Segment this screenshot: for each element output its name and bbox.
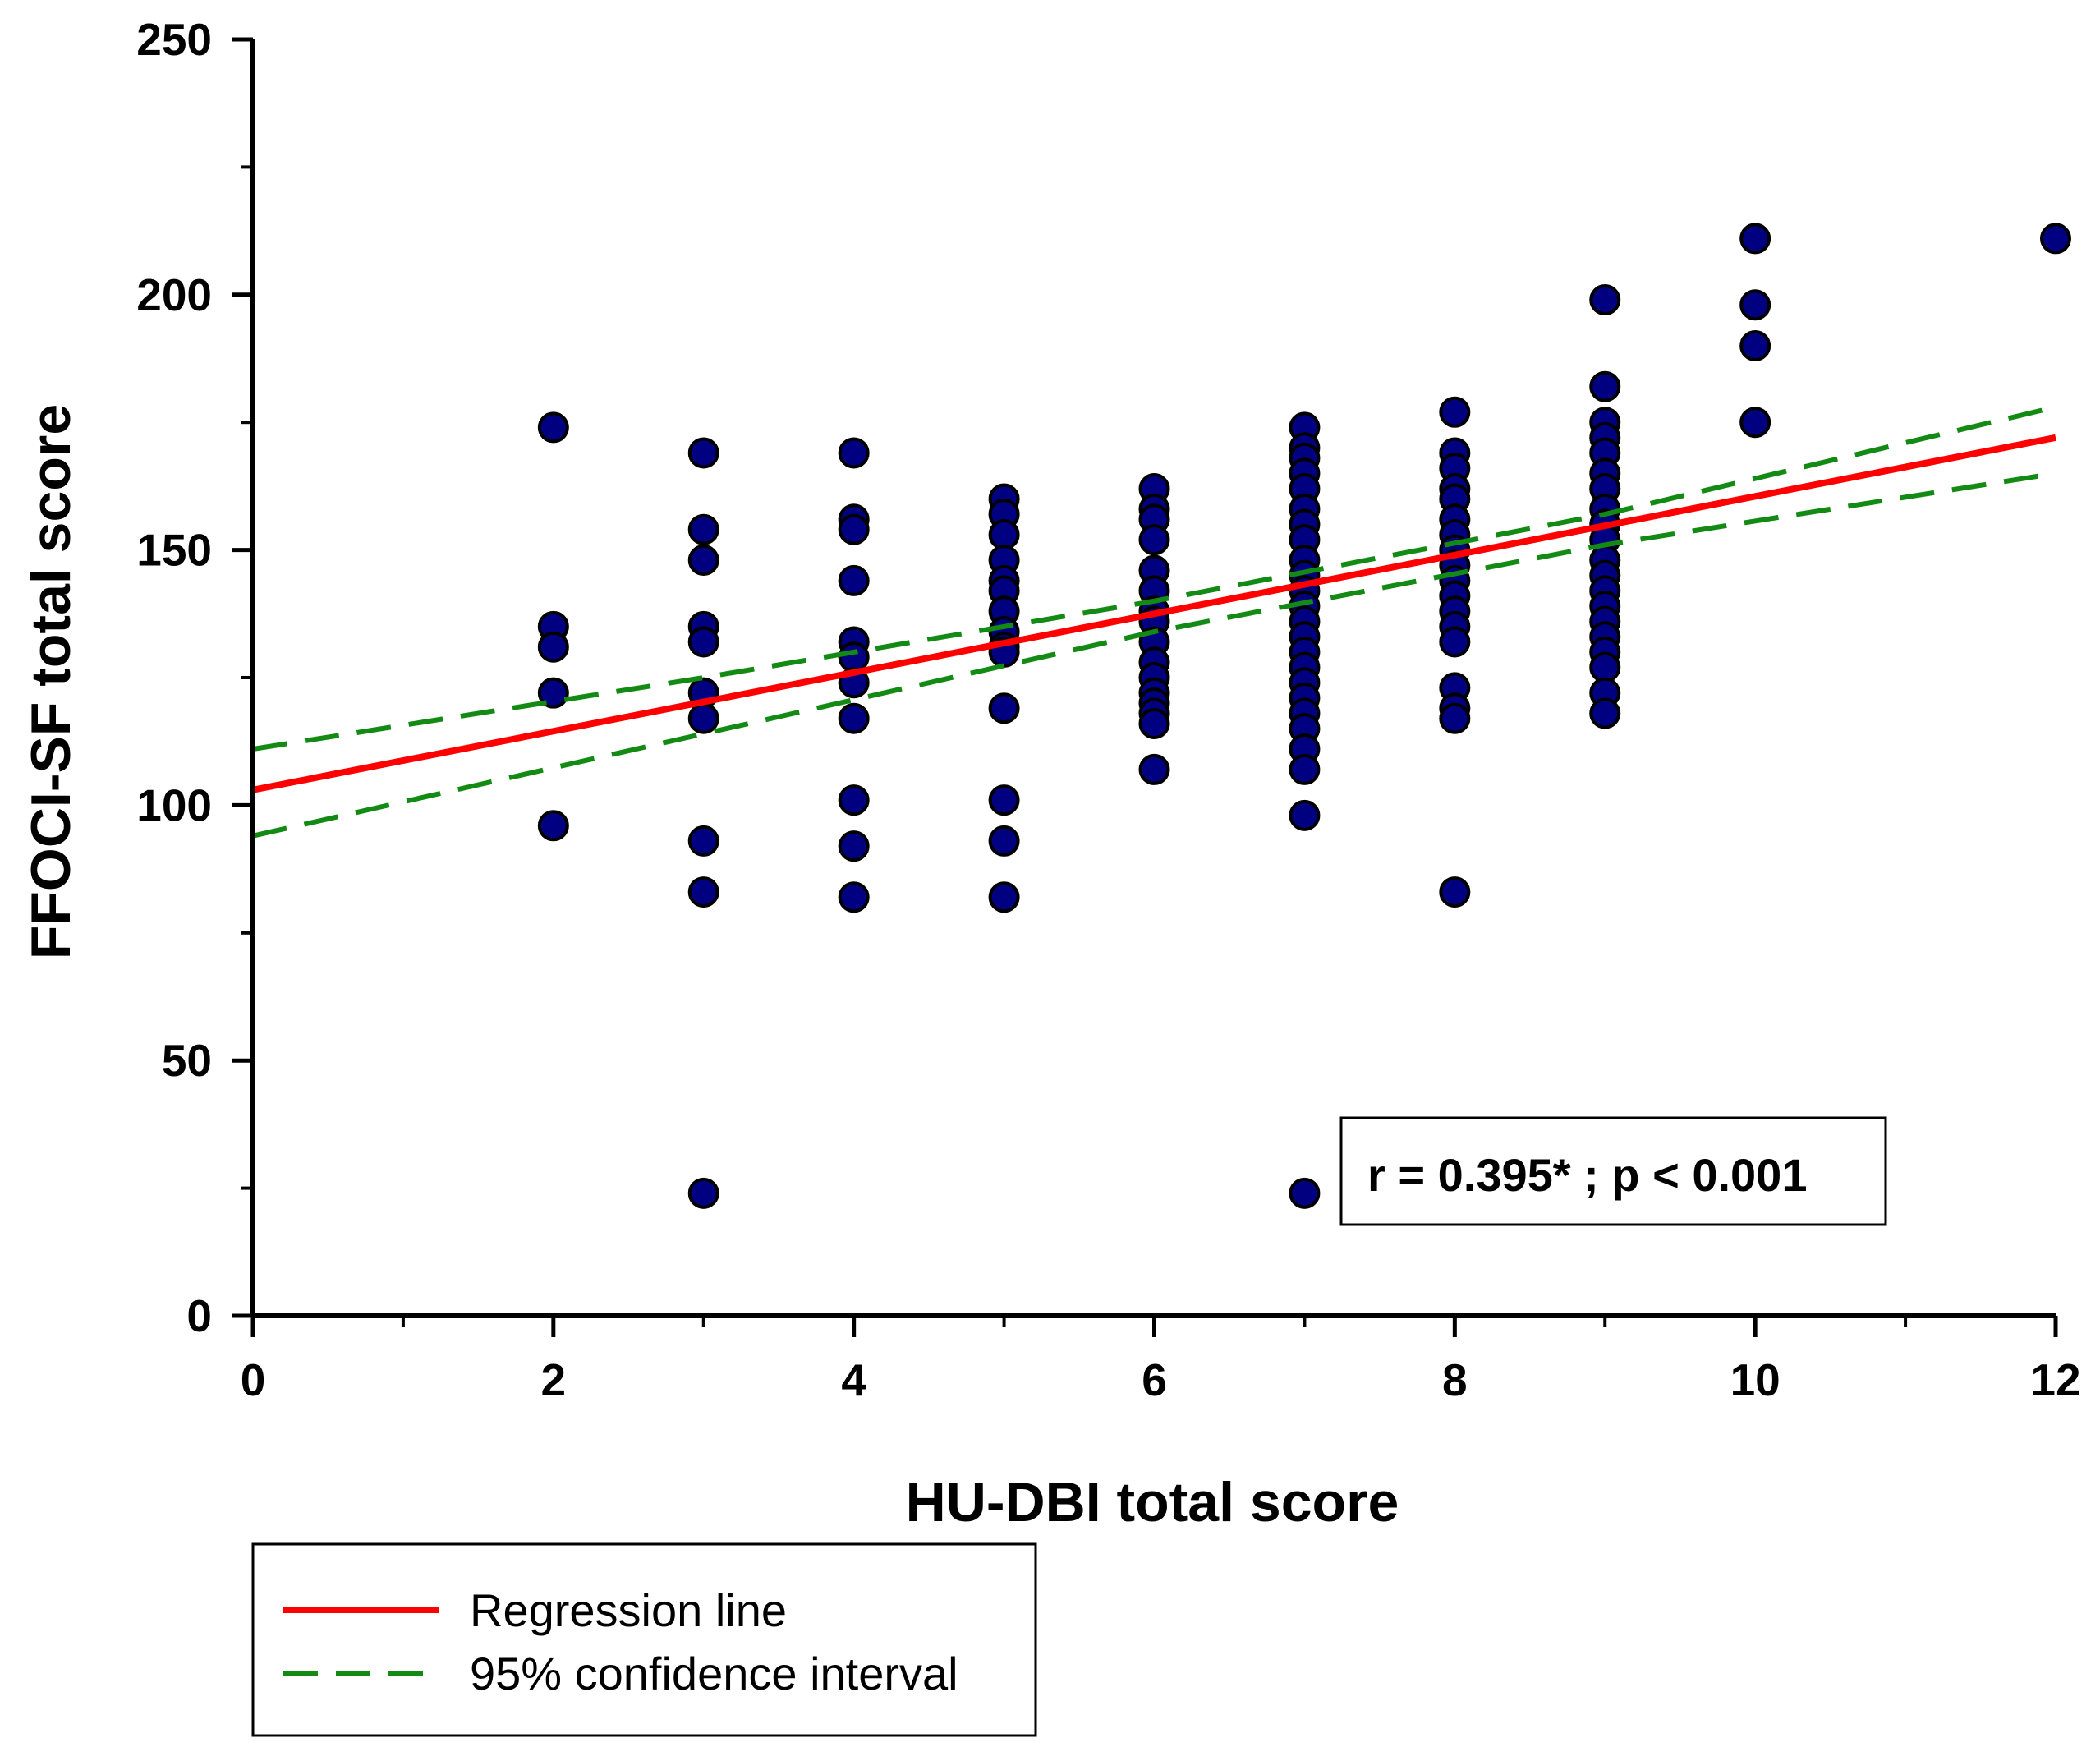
data-point [537,411,569,444]
data-point [1589,697,1621,729]
y-tick-label: 150 [136,525,212,576]
data-point [1439,626,1471,658]
data-point [1739,329,1771,361]
data-point [1589,284,1621,316]
y-tick-label: 0 [186,1290,212,1341]
data-point [1739,223,1771,255]
data-point [1439,876,1471,908]
data-point [1289,1177,1321,1209]
data-point [1739,407,1771,439]
data-point [838,830,870,862]
data-point [687,702,719,734]
y-tick-label: 200 [136,269,212,320]
y-tick-label: 100 [136,779,212,830]
data-point [838,881,870,913]
data-point [687,876,719,908]
data-point [1589,370,1621,402]
y-axis-title: FFOCI-SF total score [20,404,82,959]
ci-lower-line [252,471,2056,839]
data-point [687,1177,719,1209]
data-point [1289,753,1321,785]
y-tick-label: 250 [136,14,212,65]
x-tick-label: 4 [841,1354,866,1405]
correlation-annotation: r = 0.395* ; p < 0.001 [1367,1149,1807,1201]
data-point [838,641,870,674]
legend-label-regression: Regression line [470,1584,787,1636]
data-point [988,881,1020,913]
x-tick-label: 8 [1442,1354,1468,1405]
data-point [838,513,870,545]
data-point [1138,707,1170,739]
data-point [2040,223,2071,255]
data-point [687,825,719,857]
annotation-box: r = 0.395* ; p < 0.001 [1339,1116,1887,1226]
data-point [537,677,569,709]
legend: Regression line 95% confidence interval [251,1542,1037,1737]
data-point [838,702,870,734]
data-point [687,626,719,658]
ci-upper-line [252,404,2056,752]
x-tick-label: 0 [241,1354,266,1405]
y-tick-label: 50 [162,1035,212,1086]
data-point [1289,799,1321,831]
data-point [988,692,1020,724]
data-point [537,631,569,663]
data-point [687,513,719,545]
data-point [1138,753,1170,785]
data-point [838,784,870,816]
x-tick-label: 12 [2030,1354,2080,1405]
data-point [988,784,1020,816]
data-point [838,437,870,469]
x-tick-label: 6 [1142,1354,1167,1405]
data-point [988,825,1020,857]
legend-label-ci: 95% confidence interval [470,1648,958,1699]
regression-line [252,434,2056,793]
data-point [1138,524,1170,556]
data-point [687,437,719,469]
data-point [1439,396,1471,428]
plot-area [252,223,2071,1209]
data-point [537,810,569,842]
data-point [838,564,870,596]
x-axis-title: HU-DBI total score [906,1471,1399,1533]
x-tick-label: 2 [541,1354,567,1405]
data-point [1589,651,1621,683]
data-point [1739,289,1771,321]
data-point [687,545,719,577]
data-point [988,518,1020,550]
data-point [1439,702,1471,734]
axes: 0 50 100 150 200 250 0 2 4 6 8 10 12 [136,14,2080,1405]
x-tick-label: 10 [1730,1354,1781,1405]
